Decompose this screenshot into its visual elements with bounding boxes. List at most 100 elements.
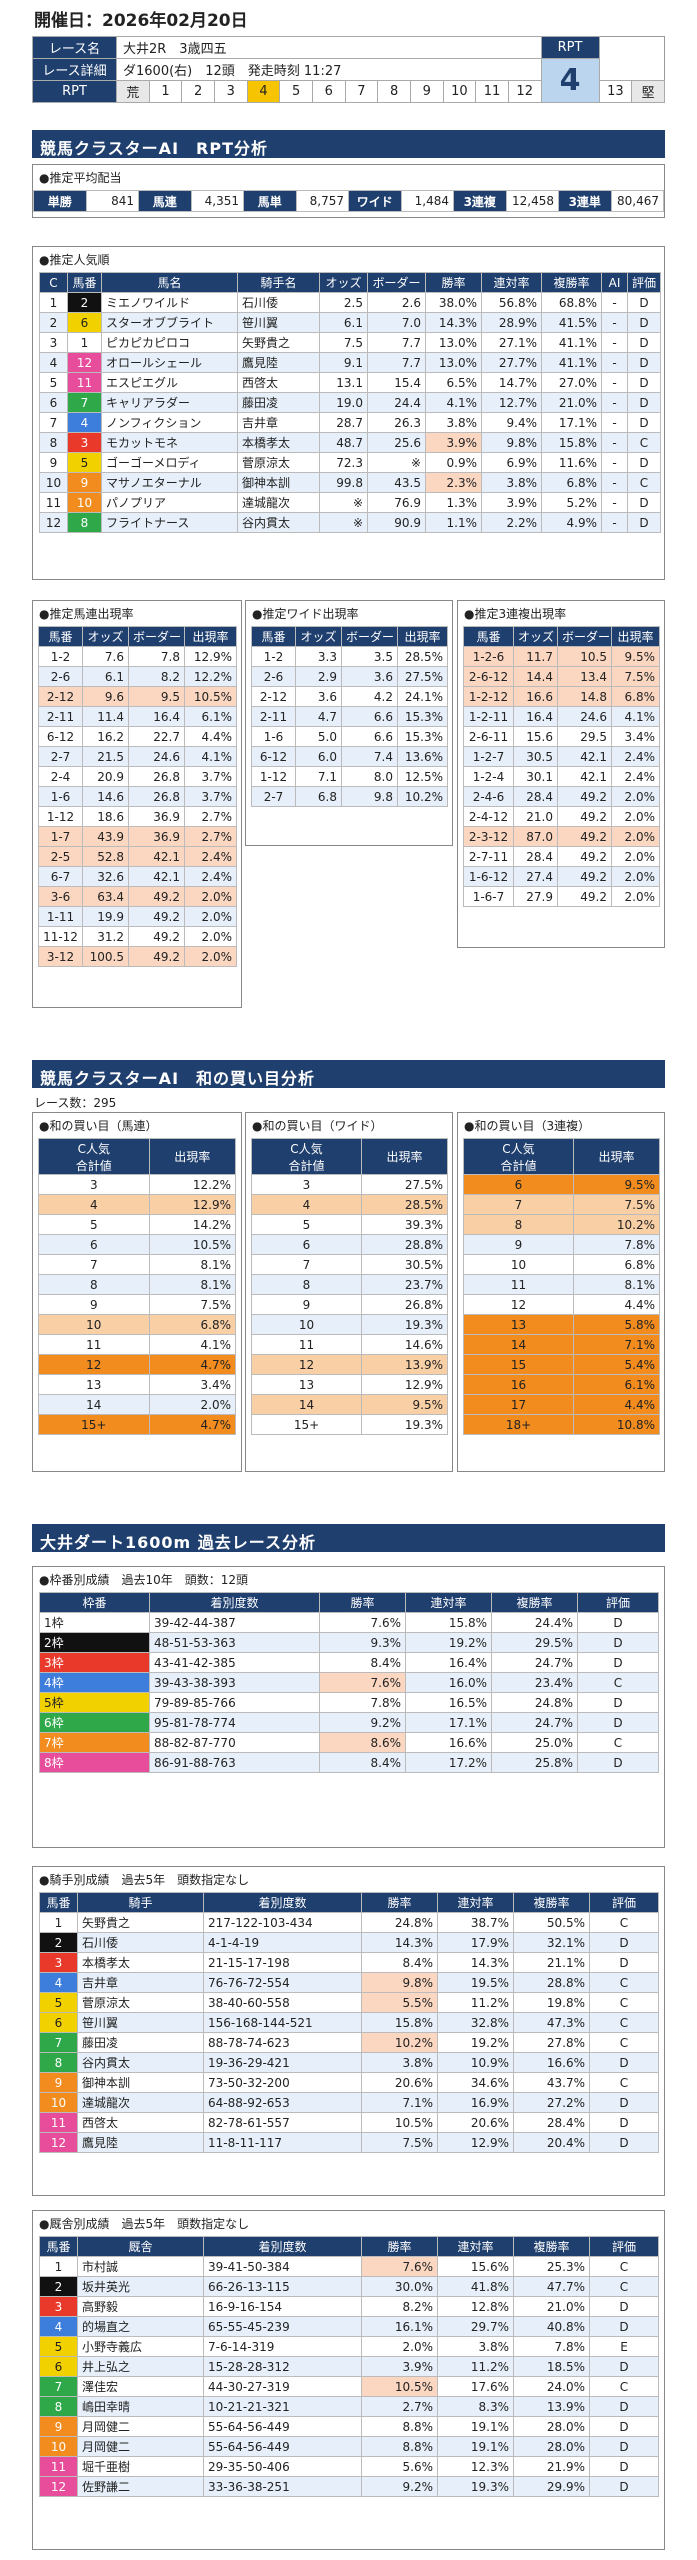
- payout-label: 3連単: [558, 190, 612, 212]
- col-header: 馬番: [38, 626, 83, 647]
- cell: 2.0%: [184, 906, 237, 927]
- cell: 2-6-12: [463, 666, 514, 687]
- cell: 市村誠: [77, 2256, 204, 2277]
- cell: 24.1%: [397, 686, 448, 707]
- cell: 7.8: [128, 646, 185, 667]
- cell: 32.1%: [513, 1932, 590, 1953]
- rpt-value: 4: [540, 58, 600, 103]
- table-row: 3 27.5%: [251, 1174, 448, 1195]
- table-row: 1-2-12 16.6 14.8 6.8%: [463, 686, 660, 707]
- cell: 5.6%: [361, 2456, 438, 2477]
- cell: 6-12: [251, 746, 296, 767]
- cell: 76-76-72-554: [203, 1972, 362, 1993]
- cell: 18.5%: [513, 2356, 590, 2377]
- table-row: 9 26.8%: [251, 1294, 448, 1315]
- cell: D: [627, 372, 661, 393]
- cell: 16.4%: [405, 1652, 492, 1673]
- table-row: 3 12.2%: [38, 1174, 237, 1195]
- table-row: 16 6.1%: [463, 1374, 660, 1395]
- cell: 5.0: [295, 726, 342, 747]
- cell: 24.6: [557, 706, 612, 727]
- cell: 26.8%: [361, 1294, 448, 1315]
- cell: 11: [39, 2456, 78, 2477]
- cell: エスピエグル: [101, 372, 238, 393]
- cell: 10.2%: [397, 786, 448, 807]
- cell: 10: [38, 1314, 150, 1335]
- table-row: 11 西啓太 82-78-61-557 10.5% 20.6% 28.4% D: [39, 2112, 659, 2133]
- cell: 2-4: [38, 766, 83, 787]
- cell: 7枠: [39, 1732, 150, 1753]
- cell: 24.6: [128, 746, 185, 767]
- cell: 23.4%: [491, 1672, 578, 1693]
- cell: 41.1%: [541, 352, 602, 373]
- cell: 3枠: [39, 1652, 150, 1673]
- cell: 88-78-74-623: [203, 2032, 362, 2053]
- table-row: 13 3.4%: [38, 1374, 237, 1395]
- cell: 6: [463, 1174, 574, 1195]
- cell: D: [589, 1932, 659, 1953]
- col-header: 出現率: [361, 1138, 448, 1175]
- rpt-scale-12: 12: [507, 80, 542, 103]
- cell: 10.5%: [361, 2376, 438, 2397]
- cell: 2.6: [367, 292, 426, 313]
- rpt-scale-1: 1: [148, 80, 183, 103]
- cell: 2-4-6: [463, 786, 514, 807]
- table-row: 2-4-6 28.4 49.2 2.0%: [463, 786, 660, 807]
- col-header: 出現率: [148, 1138, 237, 1175]
- cell: 2.7%: [184, 826, 237, 847]
- table-row: 4枠 39-43-38-393 7.6% 16.0% 23.4% C: [39, 1672, 659, 1693]
- cell: 38-40-60-558: [203, 1992, 362, 2013]
- cell: 9: [39, 2072, 78, 2093]
- table-row: 1-7 43.9 36.9 2.7%: [38, 826, 237, 847]
- cell: 10.5%: [148, 1234, 237, 1255]
- cell: 49.2: [557, 786, 612, 807]
- cell: 1-2-7: [463, 746, 514, 767]
- cell: 19.9: [82, 906, 129, 927]
- cell: 4: [39, 1972, 78, 1993]
- cell: 49.2: [128, 946, 185, 967]
- cell: 8.2%: [361, 2296, 438, 2317]
- cell: 2-5: [38, 846, 83, 867]
- cell: 3: [39, 2296, 78, 2317]
- cell: 2.4%: [611, 746, 660, 767]
- col-header: 評価: [589, 2236, 659, 2257]
- cell: 1-12: [251, 766, 296, 787]
- cell: 4: [39, 352, 68, 373]
- table-row: 1-11 19.9 49.2 2.0%: [38, 906, 237, 927]
- cell: 1.3%: [425, 492, 482, 513]
- table-row: 2 6 スターオブブライト 笹川翼 6.1 7.0 14.3% 28.9% 41.5% - D: [39, 312, 661, 333]
- cell: 22.7: [128, 726, 185, 747]
- table-row: 5 菅原涼太 38-40-60-558 5.5% 11.2% 19.8% C: [39, 1992, 659, 2013]
- table-row: 1-2-4 30.1 42.1 2.4%: [463, 766, 660, 787]
- payout-label: 単勝: [33, 190, 87, 212]
- cell: 2-7: [251, 786, 296, 807]
- cell: 2.4%: [184, 846, 237, 867]
- wa-wide-box: ●和の買い目（ワイド） C人気 合計値 出現率 3 27.5% 4 28.5% 5 39.3%…: [245, 1112, 453, 1472]
- table-row: 2枠 48-51-53-363 9.3% 19.2% 29.5% D: [39, 1632, 659, 1653]
- cell: 19.5%: [437, 1972, 514, 1993]
- cell: 1: [39, 2256, 78, 2277]
- col-header: 複勝率: [491, 1592, 578, 1613]
- cell: 5枠: [39, 1692, 150, 1713]
- table-row: 12 8 フライトナース 谷内貫太 ※ 90.9 1.1% 2.2% 4.9% - D: [39, 512, 661, 533]
- cell: 2.5: [319, 292, 368, 313]
- cell: 1-6: [251, 726, 296, 747]
- cell: 25.3%: [513, 2256, 590, 2277]
- cell: 4.2: [341, 686, 398, 707]
- cell: 29.7%: [437, 2316, 514, 2337]
- cell: 33-36-38-251: [203, 2476, 362, 2497]
- table-row: 2-5 52.8 42.1 2.4%: [38, 846, 237, 867]
- cell: 13.1: [319, 372, 368, 393]
- wa-umaren-title: ●和の買い目（馬連）: [39, 1119, 158, 1133]
- cell: 24.8%: [361, 1912, 438, 1933]
- cell: 14.2%: [148, 1214, 237, 1235]
- cell: 1-6: [38, 786, 83, 807]
- cell: 73-50-32-200: [203, 2072, 362, 2093]
- cell: 15+: [38, 1414, 150, 1435]
- table-row: 10 6.8%: [463, 1254, 660, 1275]
- cell: 3.4%: [611, 726, 660, 747]
- rpt-scale-7: 7: [344, 80, 379, 103]
- table-row: 3-12 100.5 49.2 2.0%: [38, 946, 237, 967]
- cell: 8: [67, 512, 102, 533]
- cell: スターオブブライト: [101, 312, 238, 333]
